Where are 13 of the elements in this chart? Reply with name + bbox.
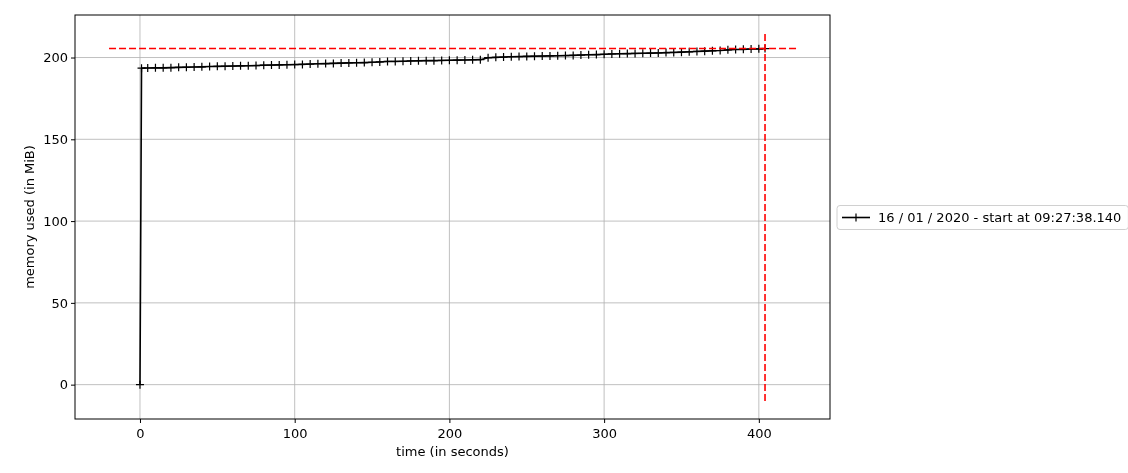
x-axis-title: time (in seconds): [396, 444, 509, 459]
y-tick-label: 150: [43, 131, 68, 147]
y-tick-label: 0: [59, 377, 68, 393]
y-axis-title: memory used (in MiB): [22, 145, 37, 289]
x-tick-label: 0: [136, 426, 145, 441]
legend-label: 16 / 01 / 2020 - start at 09:27:38.140: [878, 210, 1122, 225]
y-tick-label: 50: [51, 295, 68, 311]
x-tick-label: 100: [282, 426, 308, 441]
x-tick-label: 400: [746, 426, 772, 441]
y-tick-label: 100: [43, 213, 68, 229]
y-tick-label: 200: [43, 50, 68, 66]
x-tick-label: 300: [592, 426, 618, 441]
x-tick-label: 200: [437, 426, 463, 441]
